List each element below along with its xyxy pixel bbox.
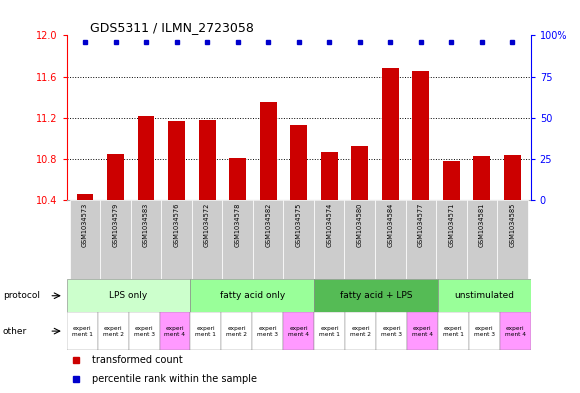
Bar	[222, 200, 253, 279]
Text: experi
ment 1: experi ment 1	[195, 326, 216, 336]
Bar	[412, 72, 429, 200]
Text: experi
ment 1: experi ment 1	[443, 326, 464, 336]
Text: GSM1034584: GSM1034584	[387, 203, 393, 247]
Bar	[376, 312, 407, 350]
Bar	[199, 120, 216, 200]
Text: GSM1034581: GSM1034581	[479, 203, 485, 247]
Bar	[469, 312, 500, 350]
Bar	[314, 312, 345, 350]
Bar	[405, 200, 436, 279]
Text: GSM1034574: GSM1034574	[326, 203, 332, 247]
Bar	[407, 312, 438, 350]
Bar	[314, 279, 438, 312]
Bar	[252, 312, 283, 350]
Bar	[192, 200, 222, 279]
Text: percentile rank within the sample: percentile rank within the sample	[92, 374, 257, 384]
Text: experi
ment 3: experi ment 3	[133, 326, 154, 336]
Bar	[67, 279, 190, 312]
Bar	[473, 156, 490, 200]
Bar	[443, 161, 460, 200]
Bar	[131, 200, 161, 279]
Bar	[67, 312, 97, 350]
Text: fatty acid only: fatty acid only	[220, 291, 285, 300]
Bar	[260, 103, 277, 200]
Bar	[291, 125, 307, 200]
Bar	[190, 312, 222, 350]
Bar	[253, 200, 284, 279]
Bar	[351, 146, 368, 200]
Text: GSM1034585: GSM1034585	[509, 203, 516, 247]
Text: experi
ment 4: experi ment 4	[165, 326, 186, 336]
Text: other: other	[3, 327, 27, 336]
Bar	[77, 194, 93, 200]
Text: unstimulated: unstimulated	[454, 291, 514, 300]
Text: GSM1034578: GSM1034578	[235, 203, 241, 247]
Bar	[314, 200, 345, 279]
Bar	[504, 155, 521, 200]
Bar	[345, 200, 375, 279]
Text: GSM1034576: GSM1034576	[173, 203, 180, 247]
Bar	[168, 121, 185, 200]
Text: fatty acid + LPS: fatty acid + LPS	[340, 291, 412, 300]
Bar	[160, 312, 190, 350]
Bar	[345, 312, 376, 350]
Bar	[466, 200, 497, 279]
Text: experi
ment 3: experi ment 3	[258, 326, 278, 336]
Bar	[436, 200, 466, 279]
Bar	[222, 312, 252, 350]
Bar	[284, 200, 314, 279]
Bar	[137, 116, 154, 200]
Text: experi
ment 3: experi ment 3	[474, 326, 495, 336]
Text: experi
ment 2: experi ment 2	[350, 326, 371, 336]
Text: transformed count: transformed count	[92, 354, 183, 365]
Text: GSM1034577: GSM1034577	[418, 203, 424, 247]
Bar	[283, 312, 314, 350]
Bar	[100, 200, 131, 279]
Text: experi
ment 3: experi ment 3	[381, 326, 402, 336]
Text: experi
ment 4: experi ment 4	[288, 326, 309, 336]
Text: experi
ment 2: experi ment 2	[226, 326, 247, 336]
Bar	[375, 200, 405, 279]
Bar	[70, 200, 100, 279]
Text: GDS5311 / ILMN_2723058: GDS5311 / ILMN_2723058	[90, 21, 254, 34]
Text: LPS only: LPS only	[110, 291, 148, 300]
Bar	[382, 68, 398, 200]
Bar	[497, 200, 528, 279]
Text: GSM1034571: GSM1034571	[448, 203, 454, 247]
Text: GSM1034579: GSM1034579	[113, 203, 118, 247]
Text: GSM1034573: GSM1034573	[82, 203, 88, 247]
Text: GSM1034582: GSM1034582	[265, 203, 271, 247]
Text: experi
ment 1: experi ment 1	[319, 326, 340, 336]
Text: protocol: protocol	[3, 291, 40, 300]
Bar	[438, 279, 531, 312]
Bar	[438, 312, 469, 350]
Bar	[97, 312, 129, 350]
Bar	[229, 158, 246, 200]
Text: experi
ment 2: experi ment 2	[103, 326, 124, 336]
Bar	[321, 152, 338, 200]
Text: experi
ment 4: experi ment 4	[505, 326, 525, 336]
Bar	[161, 200, 192, 279]
Bar	[190, 279, 314, 312]
Text: GSM1034572: GSM1034572	[204, 203, 210, 247]
Text: GSM1034583: GSM1034583	[143, 203, 149, 247]
Bar	[500, 312, 531, 350]
Text: GSM1034580: GSM1034580	[357, 203, 362, 247]
Text: experi
ment 4: experi ment 4	[412, 326, 433, 336]
Text: experi
ment 1: experi ment 1	[72, 326, 93, 336]
Text: GSM1034575: GSM1034575	[296, 203, 302, 247]
Bar	[107, 154, 124, 200]
Bar	[129, 312, 160, 350]
